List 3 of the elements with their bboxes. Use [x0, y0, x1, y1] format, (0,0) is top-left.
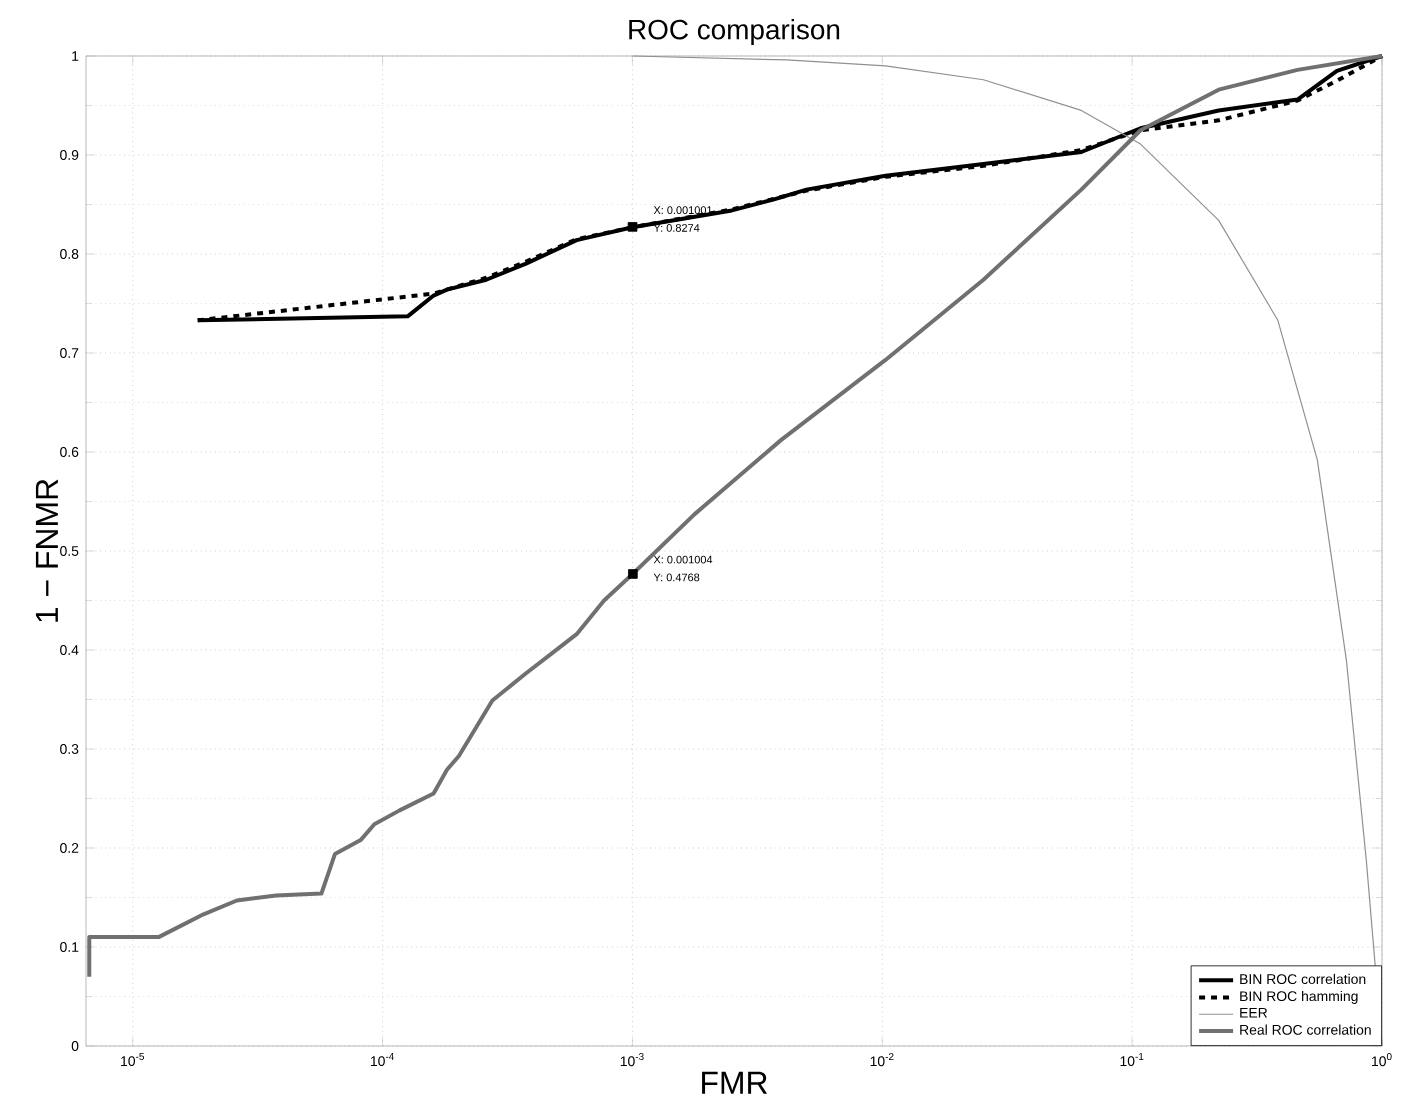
chart-title: ROC comparison	[629, 18, 840, 45]
x-axis-title: FMR	[702, 1071, 768, 1094]
y-axis-title: 1 − FNMR	[35, 479, 58, 622]
